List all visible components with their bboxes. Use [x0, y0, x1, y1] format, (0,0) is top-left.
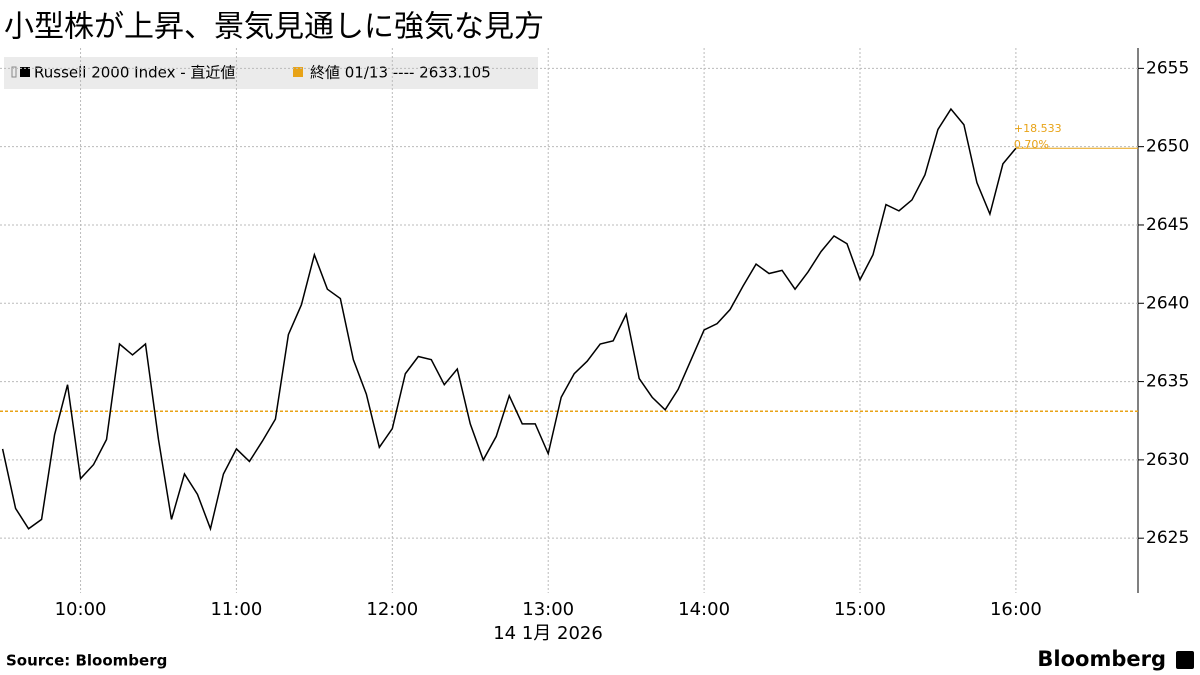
x-tick-label: 11:00 — [210, 599, 262, 620]
legend-box — [4, 57, 538, 89]
source: Source: Bloomberg — [6, 652, 167, 670]
y-tick-label: 2630 — [1146, 450, 1189, 470]
x-tick-label: 14:00 — [678, 599, 730, 620]
x-tick-label: 15:00 — [834, 599, 886, 620]
legend-label: Russell 2000 Index - 直近値 — [34, 64, 235, 82]
y-tick-label: 2645 — [1146, 215, 1189, 235]
annotation: +18.533 — [1014, 122, 1062, 135]
x-tick-label: 10:00 — [55, 599, 107, 620]
x-tick-label: 16:00 — [990, 599, 1042, 620]
line-series — [1, 107, 1017, 532]
y-tick-label: 2625 — [1146, 528, 1189, 548]
y-tick-label: 2650 — [1146, 137, 1189, 157]
x-tick-label: 13:00 — [522, 599, 574, 620]
legend-icon — [11, 66, 17, 78]
x-tick-label: 12:00 — [366, 599, 418, 620]
y-tick-label: 2655 — [1146, 58, 1189, 78]
legend-swatch — [293, 67, 303, 77]
annotation: 0.70% — [1014, 138, 1049, 151]
legend-label: 終値 01/13 ---- 2633.105 — [310, 64, 491, 82]
brand-icon — [1176, 651, 1194, 669]
y-tick-label: 2635 — [1146, 372, 1189, 392]
x-axis-label: 14 1月 2026 — [493, 623, 603, 644]
chart-title: 小型株が上昇、景気見通しに強気な見方 — [4, 10, 544, 45]
brand: Bloomberg — [1037, 647, 1166, 671]
legend-swatch — [20, 67, 30, 77]
y-tick-label: 2640 — [1146, 293, 1189, 313]
